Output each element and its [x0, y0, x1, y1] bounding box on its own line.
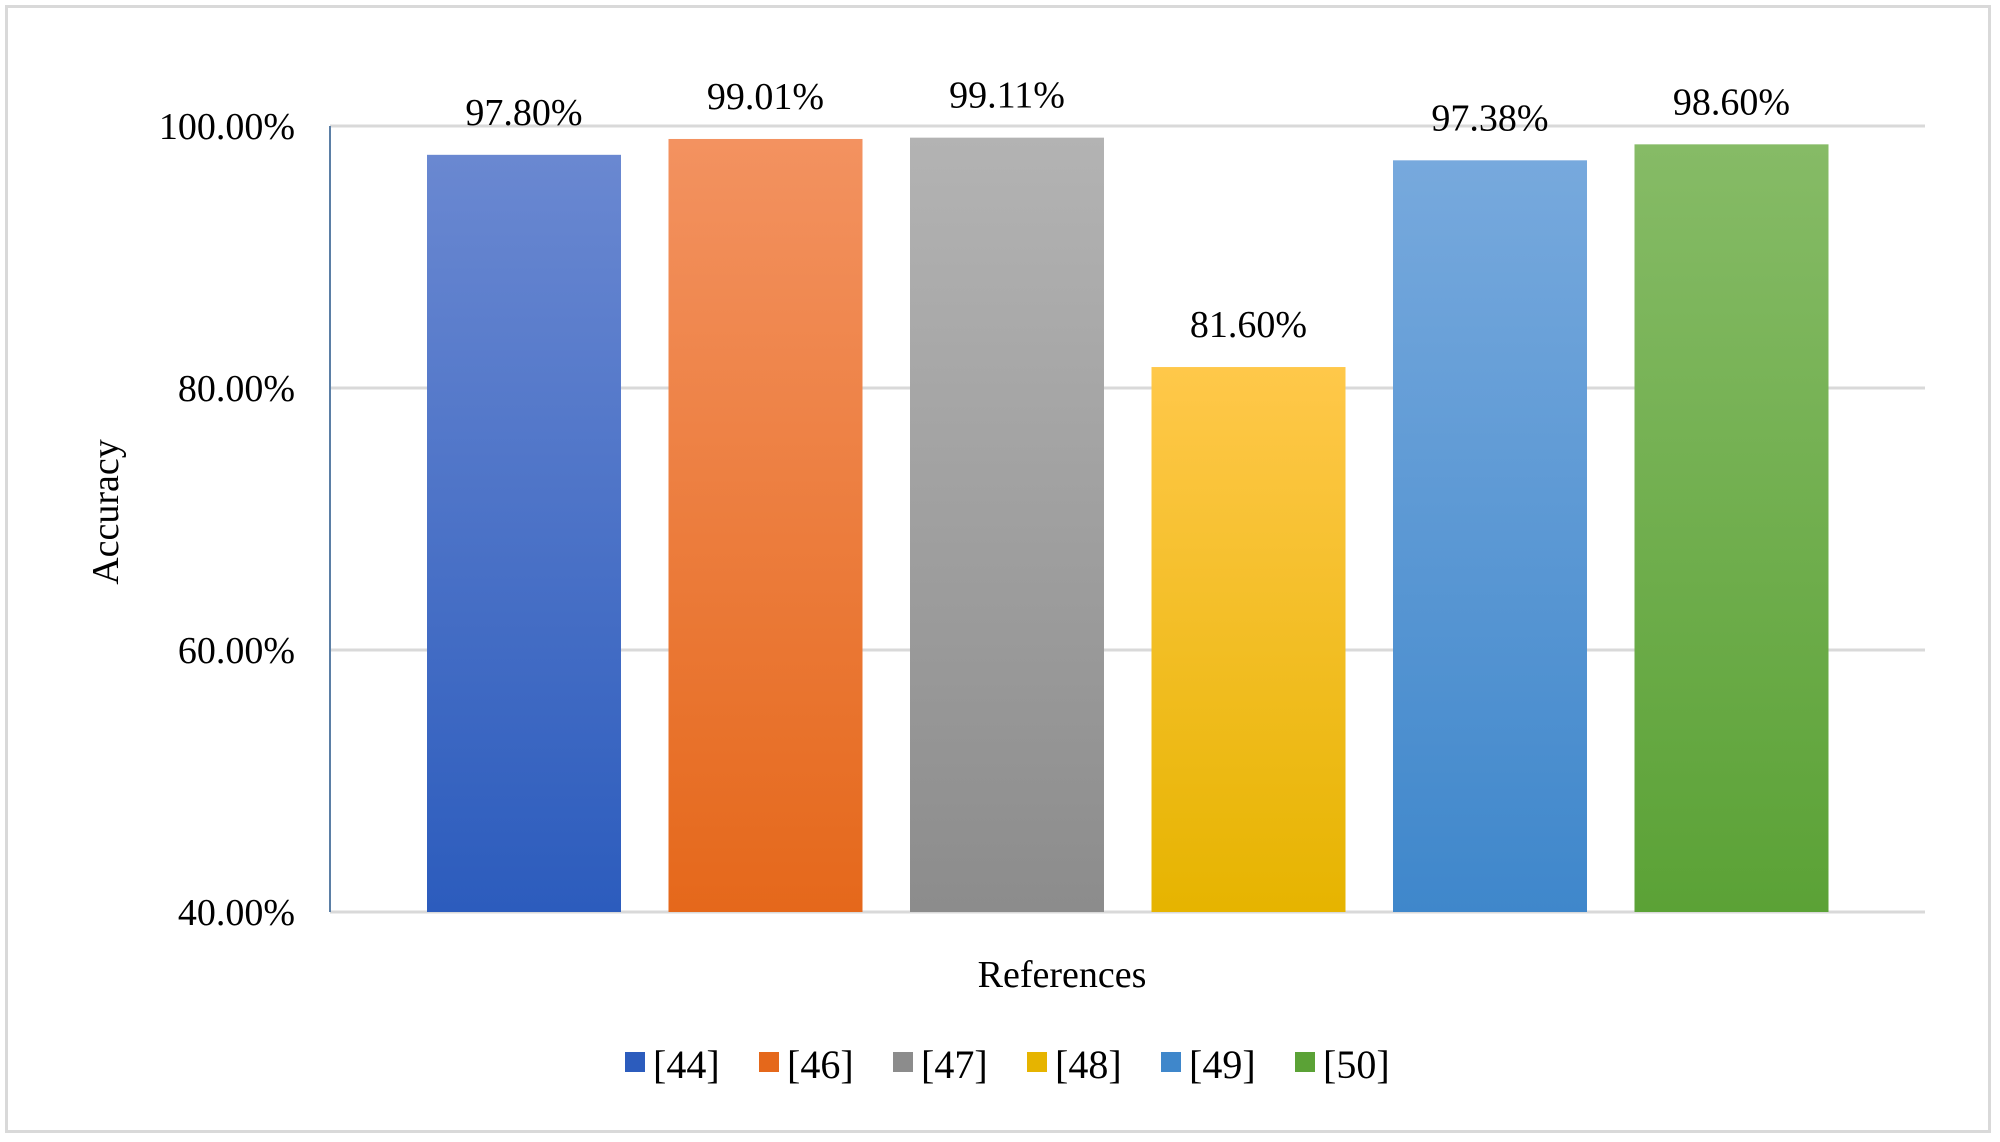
bar-48	[1151, 367, 1346, 912]
legend-label: [46]	[787, 1042, 854, 1087]
y-tick-labels: 40.00% 60.00% 80.00% 100.00%	[159, 106, 295, 934]
y-tick-label: 80.00%	[178, 368, 295, 410]
legend-swatch	[759, 1052, 779, 1072]
bar-50	[1634, 144, 1829, 913]
data-label: 99.11%	[949, 75, 1065, 117]
x-axis-title: References	[978, 954, 1147, 996]
legend-swatch	[1161, 1052, 1181, 1072]
legend-swatch	[625, 1052, 645, 1072]
bar-44	[427, 154, 621, 912]
legend-swatch	[893, 1052, 913, 1072]
legend-label: [48]	[1055, 1042, 1122, 1087]
data-label: 97.80%	[465, 92, 582, 134]
data-label: 97.38%	[1431, 97, 1548, 139]
legend-label: [49]	[1189, 1042, 1256, 1087]
y-tick-label: 100.00%	[159, 106, 295, 148]
data-label: 99.01%	[707, 76, 824, 118]
data-label: 98.60%	[1673, 81, 1790, 123]
legend-label: [50]	[1323, 1042, 1390, 1087]
bars	[427, 137, 1829, 913]
legend-label: [47]	[921, 1042, 988, 1087]
legend-swatch	[1295, 1052, 1315, 1072]
bar-49	[1393, 160, 1587, 912]
data-labels: 97.80% 99.01% 99.11% 81.60% 97.38% 98.60%	[465, 75, 1790, 346]
legend: [44] [46] [47] [48] [49] [50]	[625, 1042, 1390, 1087]
legend-label: [44]	[653, 1042, 720, 1087]
y-tick-label: 40.00%	[178, 892, 295, 934]
legend-swatch	[1027, 1052, 1047, 1072]
bar-47	[910, 137, 1104, 912]
data-label: 81.60%	[1190, 304, 1307, 346]
y-tick-label: 60.00%	[178, 630, 295, 672]
bar-46	[668, 138, 863, 912]
y-axis-title: Accuracy	[85, 439, 127, 585]
